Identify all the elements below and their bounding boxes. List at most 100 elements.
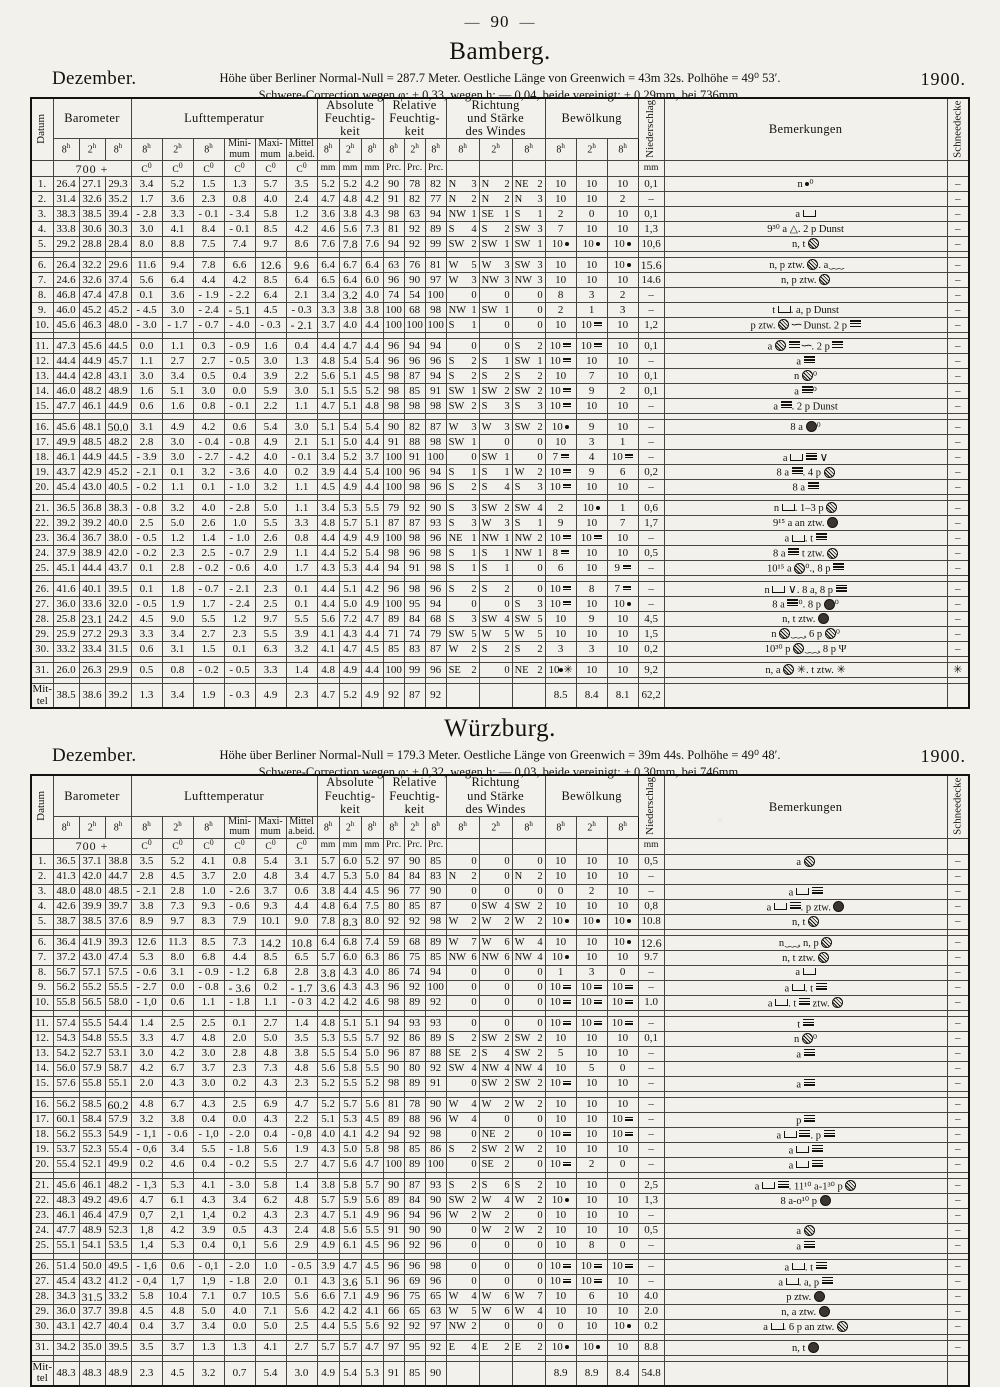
cell-precipitation: 0,2: [637, 641, 665, 658]
cell-temperature-2: 7.8: [192, 257, 225, 274]
cell-rel-humidity-0: 100: [382, 302, 405, 319]
cell-temperature-4: 4.0: [254, 449, 287, 466]
cell-temperature-1: 3.6: [161, 287, 194, 304]
wind-strength: 2: [504, 643, 510, 655]
cell-temperature-5: 3.2: [285, 641, 318, 658]
table-row: 18. 56.2 55.3 54.9- 1,1- 0.6- 1,0- 2.0 0.4- …: [30, 1126, 970, 1143]
cell-temperature-4: 4.1: [254, 1339, 287, 1356]
cell-rel-humidity-0: 91: [382, 191, 405, 208]
wind-strength: 2: [504, 1033, 510, 1045]
cell-cloudiness-0: 10: [544, 1156, 577, 1173]
cell-wind-1: SE 1: [478, 206, 513, 223]
station-name: Bamberg.: [449, 38, 551, 65]
cell-temperature-0: 3.0: [130, 368, 163, 385]
cell-rel-humidity-0: 98: [382, 368, 405, 385]
row-day-number: 6.: [30, 257, 54, 274]
cell-remarks: 8 a . 4 p: [663, 464, 948, 481]
unit-wind-blank: [445, 160, 480, 178]
wind-direction: W: [514, 937, 525, 949]
wind-strength: 0: [471, 886, 477, 898]
cell-barometer-2: 39.8: [104, 1303, 132, 1320]
cell-temperature-4: 10.1: [254, 913, 287, 930]
cell-cloudiness-2: 10: [606, 662, 639, 679]
wind-strength: 2: [471, 643, 477, 655]
cell-temperature-5: - 0 3: [285, 994, 318, 1011]
dew-ubox-icon: [785, 1278, 799, 1286]
haze-bar-icon: [594, 1019, 603, 1026]
cell-temperature-5: 3.5: [285, 176, 318, 193]
cell-remarks: a . a, p: [663, 1273, 948, 1290]
cell-temperature-4: 5.6: [254, 1141, 287, 1158]
cell-abs-humidity-0: 6.4: [316, 934, 340, 951]
wind-strength: 4: [504, 481, 510, 493]
cell-temperature-3: - 2.4: [223, 596, 256, 613]
cell-temperature-0: 2.5: [130, 515, 163, 532]
hatched-circle-icon: [826, 502, 838, 514]
row-day-number: 20.: [30, 479, 54, 496]
spacer-cell: [511, 1334, 546, 1341]
table-row: 1. 36.5 37.1 38.8 3.5 5.2 4.1 0.8 5.4 3.1 5.7 6.0 5.…: [30, 853, 970, 870]
table-row: 6. 36.4 41.9 39.3 12.6 11.3 8.5 7.3 14.2 10.8 6.4 6…: [30, 934, 970, 951]
cell-temperature-3: - 0.8: [223, 434, 256, 451]
rain-dot-icon: [805, 181, 810, 186]
cell-cloudiness-2: 10: [606, 641, 639, 658]
cell-remarks: n ∨. 8 a, 8 p: [663, 581, 948, 598]
wind-direction: W: [514, 1144, 525, 1156]
cell-wind-1: SW 2: [478, 1075, 513, 1092]
cell-wind-0: 0: [445, 287, 480, 304]
haze-bar-icon: [563, 468, 572, 475]
spacer-cell: [511, 1091, 546, 1098]
wind-direction: S: [481, 583, 488, 595]
wind-strength: 2: [471, 871, 477, 883]
cell-temperature-5: 1.4: [285, 662, 318, 679]
cell-precipitation: –: [637, 1207, 665, 1224]
wind-direction: N: [514, 193, 523, 205]
cell-temperature-4: 0.4: [254, 1126, 287, 1143]
fog-bars-icon: [815, 1261, 827, 1270]
unit-schneedecke-blank: [946, 160, 970, 178]
cell-cloudiness-1: 0: [575, 206, 608, 223]
cell-abs-humidity-0: 3.6: [316, 979, 340, 996]
cell-rel-humidity-1: 76: [403, 257, 426, 274]
cell-temperature-2: 1.5: [192, 641, 225, 658]
cell-abs-humidity-2: 4.4: [360, 434, 384, 451]
cell-temperature-2: 8.3: [192, 913, 225, 930]
wind-direction: SW: [448, 436, 465, 448]
cell-cloudiness-0: 3: [544, 641, 577, 658]
wind-direction: W: [448, 937, 459, 949]
cell-barometer-0: 36.0: [52, 1303, 80, 1320]
cell-temperature-5: 0.1: [285, 596, 318, 613]
cell-wind-1: 0: [478, 596, 513, 613]
wind-strength: 6: [504, 937, 510, 949]
col-sub-rel-8h: 8h: [424, 815, 447, 839]
wind-direction: W: [514, 1099, 525, 1111]
hatched-circle-icon: [827, 547, 839, 559]
cell-cloudiness-2: 3: [606, 302, 639, 319]
cell-abs-humidity-1: 4.0: [338, 317, 362, 334]
table-row: 23. 46.1 46.4 47.9 0,7 2,1 1,4 0.2 4.3 2.3 4.7 5.1 4…: [30, 1207, 970, 1224]
cell-temperature-0: 0.4: [130, 1318, 163, 1335]
cell-cloudiness-0: 9: [544, 515, 577, 532]
cell-wind-2: 0: [511, 883, 546, 900]
wind-strength: 0: [504, 289, 510, 301]
cell-abs-humidity-2: 4.4: [360, 662, 384, 679]
wind-direction: NW: [481, 952, 500, 964]
cell-rel-humidity-0: 98: [382, 398, 405, 415]
cell-rel-humidity-1: 88: [403, 1111, 426, 1128]
wind-strength: 2: [537, 664, 543, 676]
table-row: 3. 48.0 48.0 48.5- 2.1 2.8 1.0- 2.6 3.7 0.6 3.8 4…: [30, 883, 970, 900]
wind-direction: W: [514, 1195, 525, 1207]
cell-temperature-3: - 3.4: [223, 206, 256, 223]
cell-rel-humidity-1: 92: [403, 1237, 426, 1254]
col-sub-rel-8h: 8h: [424, 138, 447, 162]
cell-cloudiness-0: 2: [544, 206, 577, 223]
cell-cloudiness-1: 10: [575, 1015, 608, 1032]
cell-wind-2: 0: [511, 302, 546, 319]
cell-remarks: a ⁰: [663, 383, 948, 400]
cell-rel-humidity-0: 91: [382, 1360, 405, 1387]
cell-temperature-3: 7.3: [223, 934, 256, 951]
cell-rel-humidity-0: 94: [382, 1126, 405, 1143]
cell-snowcover: –: [946, 1258, 970, 1275]
cell-abs-humidity-0: 5.2: [316, 176, 340, 193]
